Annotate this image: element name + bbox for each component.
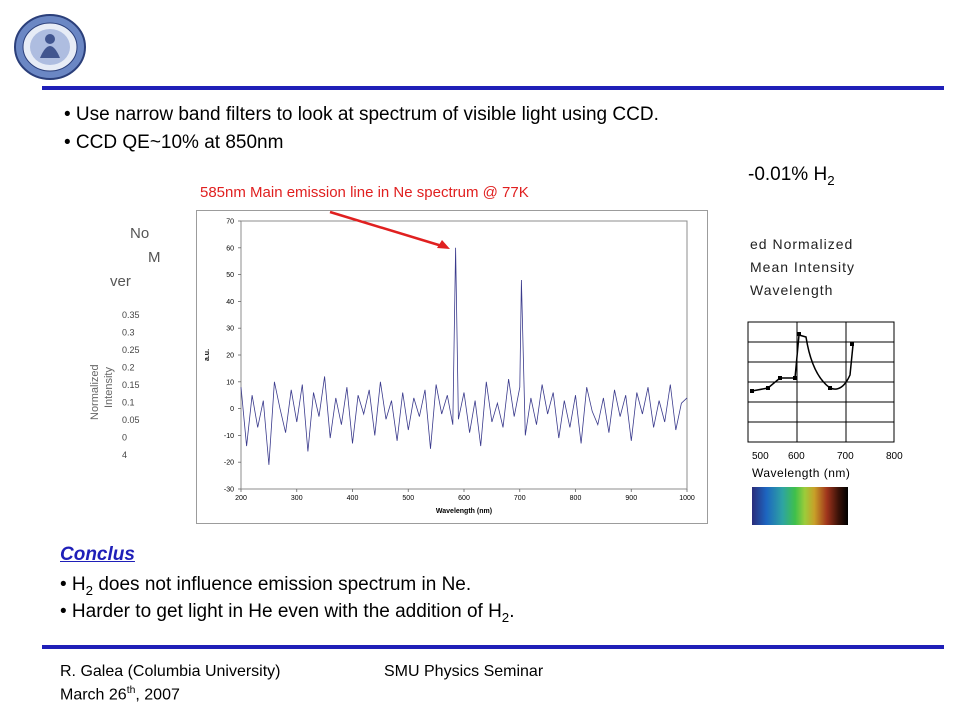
bottom-divider bbox=[42, 645, 944, 649]
conclusions-heading: Conclus bbox=[60, 544, 135, 565]
right-chart-xtick: 500 bbox=[752, 451, 769, 462]
y-tick-label: 40 bbox=[226, 299, 234, 306]
partial-h2-text: -0.01% H2 bbox=[748, 164, 835, 188]
right-chart-title-line: ed Normalized bbox=[750, 236, 853, 252]
footer-date: March 26th, 2007 bbox=[60, 685, 180, 704]
bullet-ccd-qe: • CCD QE~10% at 850nm bbox=[64, 132, 284, 153]
x-tick-label: 700 bbox=[514, 495, 526, 502]
x-tick-label: 600 bbox=[458, 495, 470, 502]
left-chart-title-line: No bbox=[130, 225, 149, 242]
top-divider bbox=[42, 86, 944, 90]
right-chart-markers bbox=[750, 332, 854, 393]
right-chart-title-line: Mean Intensity bbox=[750, 259, 855, 275]
x-tick-label: 200 bbox=[235, 495, 247, 502]
left-chart-ytick: 0.15 bbox=[122, 380, 140, 390]
x-axis-label: Wavelength (nm) bbox=[436, 508, 492, 515]
x-tick-label: 800 bbox=[570, 495, 582, 502]
left-chart-ytick: 0 bbox=[122, 433, 127, 443]
y-tick-label: 50 bbox=[226, 272, 234, 279]
x-tick-label: 500 bbox=[402, 495, 414, 502]
x-tick-label: 300 bbox=[291, 495, 303, 502]
footer-date-text: March 26 bbox=[60, 686, 127, 704]
right-chart-xtick: 600 bbox=[788, 451, 805, 462]
ne-spectrum-chart: -30 -20 -10 0 10 20 30 40 50 60 70 200 300 400 500 600… bbox=[204, 219, 695, 516]
y-tick-label: -20 bbox=[224, 460, 234, 467]
left-chart-ytick: 0.35 bbox=[122, 310, 140, 320]
right-chart-xlabel: Wavelength (nm) bbox=[752, 466, 850, 480]
emission-line-annotation: 585nm Main emission line in Ne spectrum … bbox=[200, 184, 529, 201]
conclusion-text: • Harder to get light in He even with th… bbox=[60, 601, 502, 622]
footer-event: SMU Physics Seminar bbox=[384, 663, 544, 680]
footer-date-text: , 2007 bbox=[135, 686, 180, 704]
left-chart-yticks: 0.35 0.3 0.25 0.2 0.15 0.1 0.05 0 4 bbox=[122, 310, 140, 460]
left-chart-ytick: 0.1 bbox=[122, 398, 135, 408]
x-ticks: 200 300 400 500 600 700 800 900 1000 bbox=[235, 489, 695, 502]
right-chart-title-line: Wavelength bbox=[750, 282, 833, 298]
university-seal-logo bbox=[14, 14, 86, 80]
visible-spectrum-bar bbox=[752, 487, 848, 525]
left-chart-ytick: 0.3 bbox=[122, 328, 135, 338]
y-tick-label: -10 bbox=[224, 433, 234, 440]
conclusion-subscript: 2 bbox=[85, 582, 94, 598]
right-chart-grid bbox=[747, 321, 895, 443]
y-tick-label: -30 bbox=[224, 487, 234, 494]
footer-date-superscript: th bbox=[126, 685, 136, 696]
left-chart-ytick: 0.25 bbox=[122, 345, 140, 355]
left-background-chart: No M ver Normalized Intensity 0.35 0.3 0.2… bbox=[89, 225, 161, 460]
x-tick-label: 400 bbox=[347, 495, 359, 502]
conclusion-item: • Harder to get light in He even with th… bbox=[60, 601, 514, 625]
spectrum-series-line bbox=[240, 247, 688, 465]
annotation-arrow bbox=[329, 210, 450, 249]
left-chart-ylabel: Normalized Intensity bbox=[89, 364, 115, 420]
left-chart-ytick: 4 bbox=[122, 450, 127, 460]
y-tick-label: 10 bbox=[226, 379, 234, 386]
left-chart-title-line: ver bbox=[110, 273, 131, 290]
y-ticks: -30 -20 -10 0 10 20 30 40 50 60 70 bbox=[224, 219, 241, 494]
x-tick-label: 1000 bbox=[679, 495, 695, 502]
y-tick-label: 60 bbox=[226, 245, 234, 252]
y-tick-label: 70 bbox=[226, 219, 234, 226]
right-chart-xtick: 700 bbox=[837, 451, 854, 462]
y-axis-label: a.u. bbox=[204, 349, 211, 361]
footer-author: R. Galea (Columbia University) bbox=[60, 663, 281, 680]
left-chart-ylabel-line: Intensity bbox=[103, 367, 115, 408]
y-tick-label: 30 bbox=[226, 326, 234, 333]
partial-h2-prefix: -0.01% H bbox=[748, 164, 828, 185]
y-tick-label: 20 bbox=[226, 353, 234, 360]
x-tick-label: 900 bbox=[625, 495, 637, 502]
left-chart-ytick: 0.05 bbox=[122, 415, 140, 425]
partial-h2-subscript: 2 bbox=[827, 172, 835, 188]
conclusion-text: . bbox=[509, 601, 515, 622]
conclusion-item: • H2 does not influence emission spectru… bbox=[60, 574, 471, 598]
right-chart-xtick: 800 bbox=[886, 451, 903, 462]
ne-spectrum-chart-panel: -30 -20 -10 0 10 20 30 40 50 60 70 200 300 400 500 600… bbox=[196, 210, 708, 524]
bullet-narrow-band-filters: • Use narrow band filters to look at spe… bbox=[64, 104, 659, 125]
right-chart-curve bbox=[751, 334, 854, 392]
conclusion-text: does not influence emission spectrum in … bbox=[93, 574, 472, 595]
left-chart-title-line: M bbox=[148, 249, 161, 266]
y-tick-label: 0 bbox=[230, 406, 234, 413]
right-background-chart: ed Normalized Mean Intensity Wavelength … bbox=[747, 236, 903, 525]
plot-area bbox=[240, 220, 688, 490]
conclusion-subscript: 2 bbox=[501, 609, 510, 625]
conclusion-text: • H bbox=[60, 574, 86, 595]
left-chart-ylabel-line: Normalized bbox=[89, 364, 101, 420]
left-chart-ytick: 0.2 bbox=[122, 363, 135, 373]
